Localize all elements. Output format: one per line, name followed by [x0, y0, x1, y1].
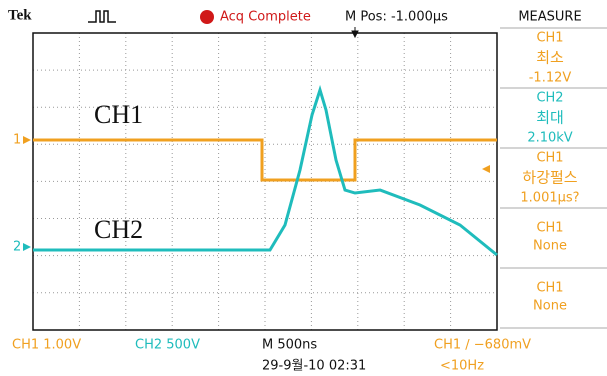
measure-value: None	[533, 299, 567, 314]
run-indicator	[200, 10, 214, 24]
measure-value: None	[533, 239, 567, 254]
measure-label: 최대	[536, 109, 564, 127]
ch2-label: CH2	[94, 215, 143, 244]
measure-value: 2.10kV	[527, 131, 572, 146]
frequency: <10Hz	[440, 359, 484, 374]
ch2-scale: CH2 500V	[135, 338, 200, 353]
measure-source: CH1	[536, 281, 563, 296]
ch2-marker: 2	[13, 240, 21, 255]
measure-source: CH2	[536, 91, 563, 106]
ch1-marker: 1	[13, 133, 21, 148]
brand: Tek	[8, 7, 32, 23]
scope-screen: Tek Acq Complete M Pos: -1.000μs CH1 CH2…	[0, 0, 607, 376]
m-pos: M Pos: -1.000μs	[345, 10, 448, 25]
timebase: M 500ns	[262, 338, 317, 353]
ch1-label: CH1	[94, 100, 143, 129]
measure-value: -1.12V	[529, 71, 572, 86]
acq-status: Acq Complete	[220, 10, 311, 25]
trigger-setting: CH1 ∕ −680mV	[434, 338, 531, 353]
datetime: 29-9월-10 02:31	[262, 359, 366, 374]
background	[0, 0, 607, 376]
measure-value: 1.001μs?	[520, 191, 579, 206]
measure-title: MEASURE	[518, 10, 581, 25]
measure-source: CH1	[536, 31, 563, 46]
measure-label: 하강펄스	[522, 169, 577, 187]
measure-label: 최소	[536, 49, 564, 67]
measure-source: CH1	[536, 151, 563, 166]
ch1-scale: CH1 1.00V	[12, 338, 81, 353]
measure-source: CH1	[536, 221, 563, 236]
